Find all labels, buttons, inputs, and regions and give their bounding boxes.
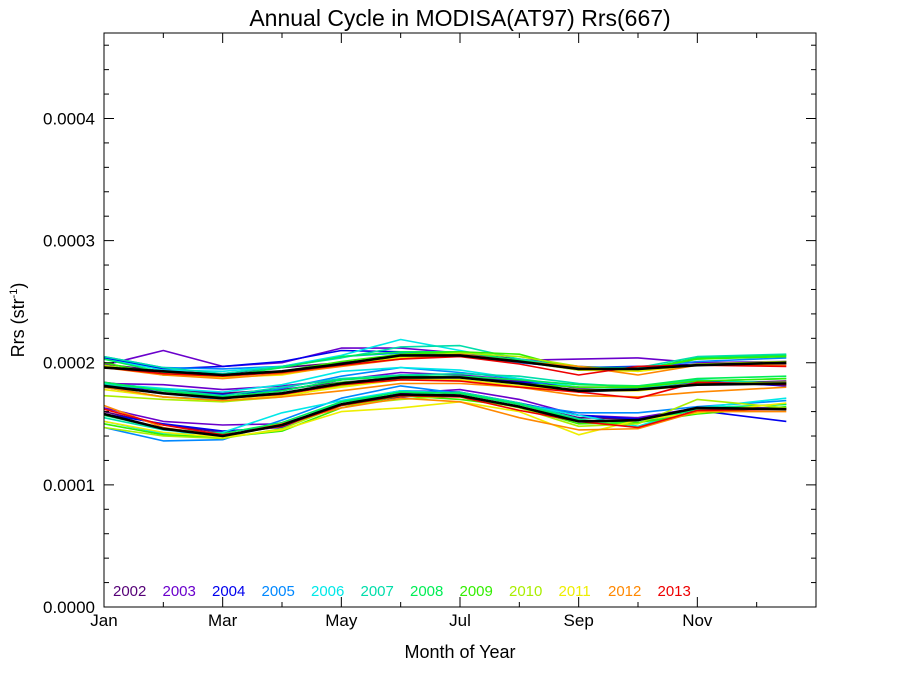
mean-line-37 — [103, 376, 787, 400]
series-line-2010-lower — [103, 394, 787, 440]
y-tick-label: 0.0001 — [43, 476, 95, 495]
legend: 2002 2003 2004 2005 2006 2007 2008 2009 2010 2011… — [113, 583, 691, 600]
plot-frame — [103, 32, 817, 608]
x-tick-label: Jul — [449, 611, 471, 630]
y-tick-label: 0.0003 — [43, 232, 95, 251]
y-tick-label: 0.0000 — [43, 598, 95, 617]
chart-title: Annual Cycle in MODISA(AT97) Rrs(667) — [249, 5, 670, 31]
x-tick-label: May — [325, 611, 358, 630]
y-axis-label-superscript: -1 — [8, 289, 20, 299]
x-tick-label: Nov — [682, 611, 713, 630]
mean-line-38 — [103, 393, 787, 438]
y-tick-label: 0.0002 — [43, 354, 95, 373]
y-axis-label-text: Rrs (str — [8, 298, 28, 357]
legend-entry-2008: 2008 — [410, 583, 443, 600]
legend-entry-2010: 2010 — [509, 583, 542, 600]
series-layer — [103, 338, 787, 442]
series-line-2006-middle — [103, 366, 787, 393]
y-axis-label: Rrs (str-1) — [8, 283, 28, 358]
legend-entry-2013: 2013 — [658, 583, 691, 600]
legend-entry-2004: 2004 — [212, 583, 245, 600]
legend-entry-2009: 2009 — [460, 583, 493, 600]
legend-entry-2002: 2002 — [113, 583, 146, 600]
legend-entry-2007: 2007 — [361, 583, 394, 600]
x-tick-label: Sep — [564, 611, 594, 630]
x-tick-label: Jan — [90, 611, 117, 630]
x-axis-label: Month of Year — [404, 642, 515, 662]
series-line-2013-upper — [103, 355, 787, 378]
series-line-2003-upper — [103, 347, 787, 368]
legend-entry-2011: 2011 — [559, 583, 591, 600]
y-axis-label-close: ) — [8, 283, 28, 289]
x-tick-label: Mar — [208, 611, 238, 630]
legend-entry-2006: 2006 — [311, 583, 344, 600]
legend-entry-2005: 2005 — [262, 583, 295, 600]
legend-entry-2003: 2003 — [163, 583, 196, 600]
mean-line-36 — [103, 354, 787, 377]
legend-entry-2012: 2012 — [608, 583, 641, 600]
series-line-2005-lower — [103, 385, 787, 442]
axes-layer: 0.0000 0.0001 0.0002 0.0003 0.0004 Jan Mar May J… — [43, 32, 817, 630]
y-tick-label: 0.0004 — [43, 109, 95, 128]
